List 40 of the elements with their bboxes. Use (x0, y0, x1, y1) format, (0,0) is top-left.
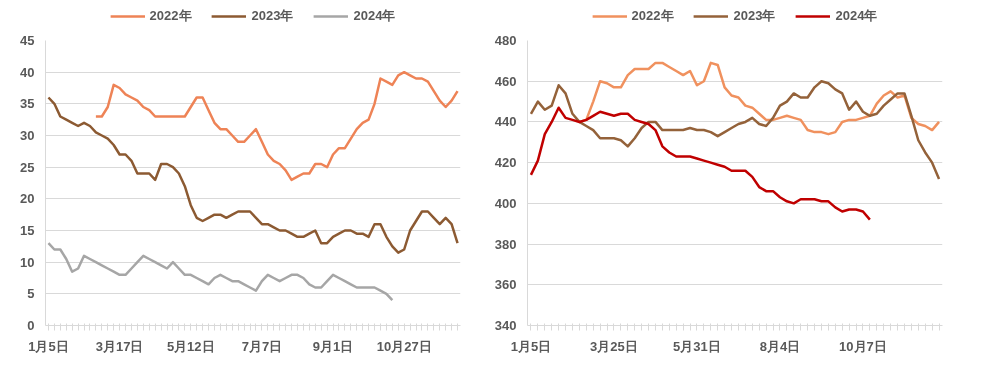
y-tick-label: 340 (494, 318, 517, 333)
legend-label: 2022年 (149, 7, 192, 25)
line-series (94, 70, 459, 182)
x-tick-label: 10月27日 (376, 338, 432, 354)
x-tick-label: 8月4日 (759, 338, 801, 354)
y-tick-label: 360 (494, 277, 517, 293)
x-tick-label: 5月31日 (673, 338, 721, 354)
y-tick-label: 35 (20, 96, 35, 112)
line-series (529, 79, 941, 181)
y-tick-label: 0 (27, 318, 35, 333)
y-tick-label: 45 (20, 33, 35, 48)
x-tick-label: 10月7日 (839, 338, 887, 354)
x-tick-label: 9月1日 (312, 338, 354, 354)
x-tick-label: 1月5日 (28, 338, 69, 354)
legend-label: 2022年 (631, 7, 674, 25)
y-tick-label: 440 (494, 114, 517, 130)
y-tick-label: 15 (20, 223, 35, 238)
line-series (529, 106, 872, 221)
x-tick-label: 3月17日 (95, 338, 144, 354)
legend-label: 2024年 (353, 7, 396, 25)
y-tick-label: 10 (20, 254, 35, 270)
y-tick-label: 400 (494, 195, 517, 211)
y-tick-label: 380 (494, 236, 517, 252)
y-tick-label: 480 (494, 33, 517, 48)
x-tick-label: 1月5日 (510, 338, 552, 354)
y-tick-label: 25 (20, 159, 35, 175)
y-tick-label: 30 (20, 128, 35, 143)
x-tick-label: 3月25日 (590, 338, 638, 354)
y-tick-label: 20 (20, 191, 35, 207)
x-tick-label: 7月7日 (241, 338, 283, 354)
legend-label: 2023年 (251, 7, 294, 25)
line-series (47, 241, 394, 302)
y-tick-label: 420 (494, 155, 517, 171)
legend-label: 2024年 (835, 7, 878, 25)
line-series (47, 96, 459, 254)
y-tick-label: 5 (27, 286, 35, 302)
y-tick-label: 40 (20, 64, 35, 80)
y-tick-label: 460 (494, 73, 517, 89)
legend-label: 2023年 (733, 7, 776, 25)
x-tick-label: 5月12日 (166, 338, 215, 354)
